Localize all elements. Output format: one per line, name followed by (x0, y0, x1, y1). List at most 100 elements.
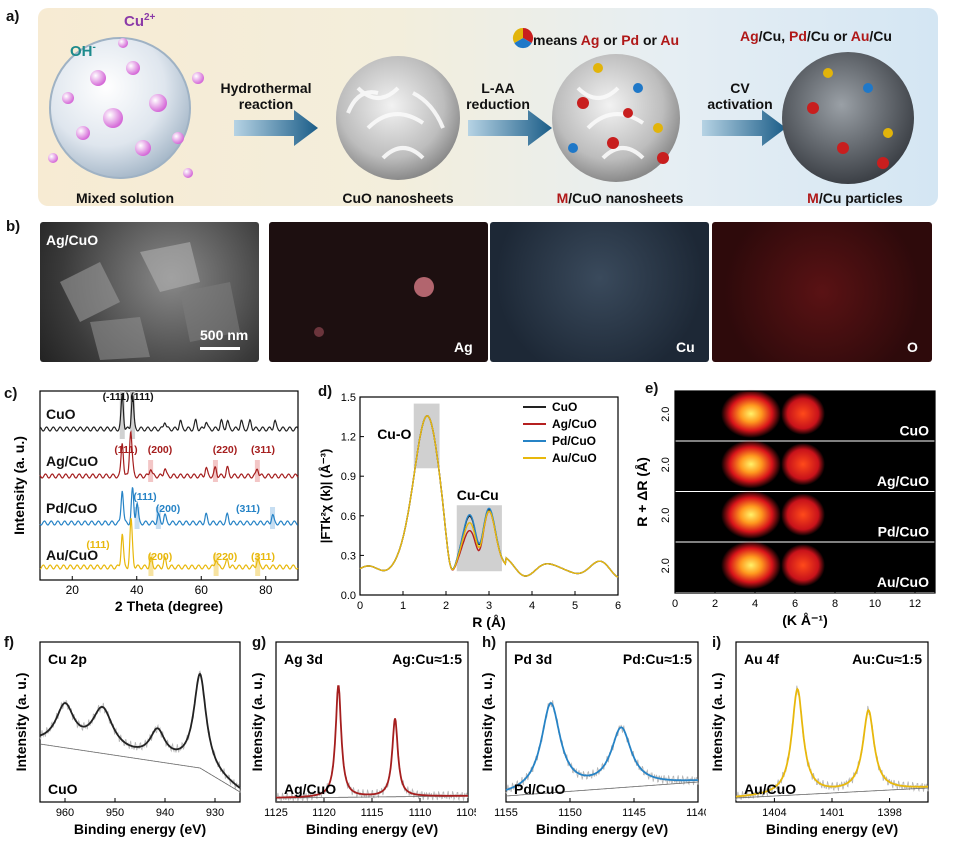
oh-ion-label: OH- (70, 42, 96, 60)
wavelet-row-label: CuO (899, 423, 929, 439)
map-label-o: O (907, 339, 918, 355)
panel-label-i: i) (712, 634, 722, 651)
xps-fit-line (276, 685, 468, 799)
exafs-ytick-label: 0.3 (341, 550, 356, 562)
xps-xlabel: Binding energy (eV) (766, 821, 898, 837)
xrd-series-label: CuO (46, 406, 76, 422)
map-label-ag: Ag (454, 339, 473, 355)
exafs-region-label: Cu-O (377, 426, 411, 442)
wavelet-ytick-label: 2.0 (660, 407, 672, 422)
panel-label-b: b) (6, 218, 21, 235)
exafs-ytick-label: 1.2 (341, 432, 356, 444)
exafs-ytick-label: 0.9 (341, 471, 356, 483)
xrd-band-3 (134, 507, 140, 529)
xrd-annotation: (111) (133, 491, 156, 503)
eds-map-o: O (712, 222, 932, 362)
xps-fit-line (39, 672, 241, 789)
xps-frame (505, 641, 699, 803)
exafs-legend-label: Au/CuO (552, 451, 597, 465)
wavelet-xtick-label: 0 (672, 598, 678, 610)
xps-sample: Pd/CuO (514, 781, 565, 797)
xps-sample: CuO (48, 781, 78, 797)
cu-ions (48, 38, 204, 178)
xps-ratio: Ag:Cu≈1:5 (392, 651, 462, 667)
wavelet-xtick-label: 12 (909, 598, 921, 610)
xps-title: Cu 2p (48, 651, 87, 667)
xrd-xtick-label: 60 (195, 583, 209, 597)
wavelet-row-label: Ag/CuO (877, 473, 929, 489)
xrd-annotation: (311) (236, 503, 260, 515)
xps-xtick-label: 930 (206, 807, 224, 819)
xps-xtick-label: 960 (56, 807, 74, 819)
xrd-annotation: (311) (251, 551, 275, 563)
cuo-flower (336, 56, 460, 180)
xps-xtick-label: 1140 (686, 807, 706, 819)
panel-label-g: g) (252, 634, 267, 651)
xps-xlabel: Binding energy (eV) (306, 821, 438, 837)
panel-label-c: c) (4, 385, 18, 402)
xrd-line-aucuo (39, 518, 299, 570)
xps-xtick-label: 1155 (494, 807, 518, 819)
wavelet-ytick-label: 2.0 (660, 558, 672, 573)
exafs-xtick-label: 3 (486, 600, 492, 612)
xrd-series-label: Ag/CuO (46, 453, 98, 469)
stage-mcuo-nanosheets: M/CuO nanosheets (556, 190, 684, 206)
exafs-xtick-label: 4 (529, 600, 535, 612)
wavelet-hotspot-main (721, 389, 781, 438)
xps-title: Au 4f (744, 651, 779, 667)
xps-xtick-label: 1404 (762, 807, 786, 819)
solution-sphere (49, 37, 191, 179)
step-activation: CV activation (707, 80, 773, 112)
wavelet-hotspot-second (781, 443, 825, 486)
xrd-xlabel: 2 Theta (degree) (115, 598, 223, 614)
xrd-xtick-label: 20 (66, 583, 80, 597)
wavelet-hotspot-main (721, 439, 781, 489)
xps-au4f-chart: Au 4f Au:Cu≈1:5 Au/CuO 1404 1401 1398 Binding … (710, 641, 929, 837)
xrd-annotation: (-111) (103, 391, 130, 403)
exafs-chart: CuO Ag/CuO Pd/CuO Au/CuO Cu-O Cu-Cu 0 1 2 3 4 5 6 0.0… (318, 392, 621, 630)
exafs-xtick-label: 2 (443, 600, 449, 612)
panel-label-h: h) (482, 634, 497, 651)
xps-title: Ag 3d (284, 651, 323, 667)
xps-ratio: Pd:Cu≈1:5 (623, 651, 692, 667)
stage-cuo-nanosheets: CuO nanosheets (342, 190, 454, 206)
exafs-ytick-label: 0.0 (341, 590, 356, 602)
xps-xtick-label: 1125 (264, 807, 288, 819)
xrd-annotation: (311) (251, 444, 275, 456)
xps-ratio: Au:Cu≈1:5 (852, 651, 922, 667)
legend-text: means Ag or Pd or Au (533, 32, 680, 48)
xrd-band-cuo-1 (130, 391, 136, 439)
xrd-annotation: (111) (130, 391, 153, 403)
exafs-legend-label: Ag/CuO (552, 417, 597, 431)
xps-xtick-label: 1105 (456, 807, 476, 819)
step-reduction: L-AA reduction (466, 80, 530, 112)
xrd-band-7 (213, 554, 219, 576)
xrd-band-5 (270, 507, 276, 529)
xrd-frame (39, 390, 299, 581)
product-list: Ag/Cu, Pd/Cu or Au/Cu (740, 28, 892, 44)
xrd-annotation: (200) (148, 444, 173, 456)
xps-pd3d-chart: Pd 3d Pd:Cu≈1:5 Pd/CuO 1155 1150 1145 1140 Bind… (480, 641, 706, 837)
stage-mixed-solution: Mixed solution (76, 190, 174, 206)
wavelet-row-label: Pd/CuO (878, 524, 929, 540)
xps-title: Pd 3d (514, 651, 552, 667)
eds-map-cu: Cu (490, 222, 709, 362)
xps-ylabel: Intensity (a. u.) (250, 673, 265, 772)
xps-xtick-label: 1150 (558, 807, 582, 819)
xrd-band-8 (255, 554, 261, 576)
wavelet-ylabel: R + ΔR (Å) (635, 457, 650, 527)
wavelet-frame (674, 390, 936, 594)
xps-xtick-label: 1145 (622, 807, 646, 819)
xrd-annotation: (111) (86, 539, 109, 551)
exafs-xlabel: R (Å) (472, 614, 505, 630)
exafs-xtick-label: 5 (572, 600, 578, 612)
xps-ylabel: Intensity (a. u.) (14, 673, 29, 772)
xps-ag3d-chart: Ag 3d Ag:Cu≈1:5 Ag/CuO 1125 1120 1115 1110 1105… (250, 641, 476, 837)
xps-ylabel: Intensity (a. u.) (710, 673, 725, 772)
wavelet-xtick-label: 2 (712, 598, 718, 610)
xrd-line-agcuo (39, 430, 299, 479)
xrd-series-label: Pd/CuO (46, 500, 97, 516)
mcu-flower (782, 52, 914, 184)
xrd-line-pdcuo (39, 487, 298, 526)
